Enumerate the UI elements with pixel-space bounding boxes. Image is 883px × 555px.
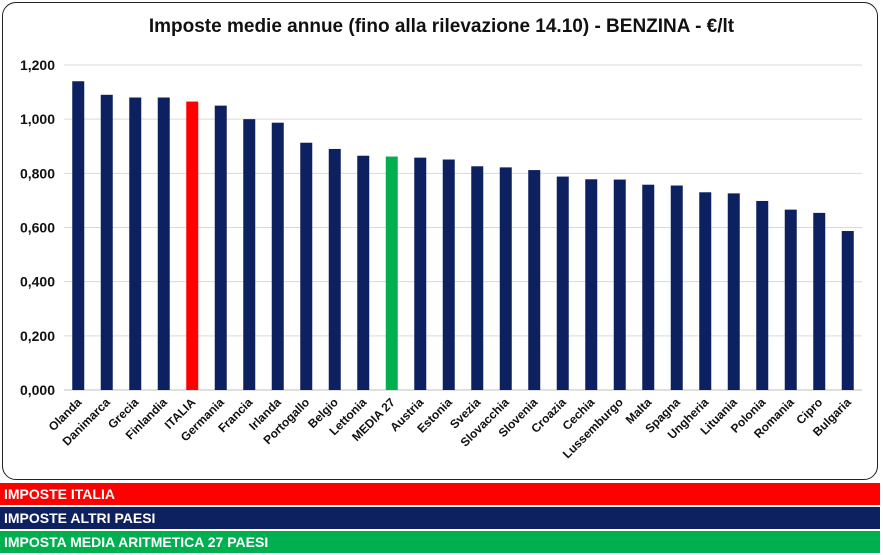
bar-slovenia (528, 170, 541, 390)
bar-grecia (129, 97, 142, 390)
legend-italia-label: IMPOSTE ITALIA (4, 486, 115, 502)
bar-estonia (442, 159, 455, 390)
bar-media-27 (385, 156, 398, 390)
bar-chart: 0,0000,2000,4000,6000,8001,0001,200Oland… (20, 57, 862, 461)
bar-finlandia (157, 97, 170, 390)
bar-lussemburgo (613, 179, 626, 390)
bar-croazia (556, 176, 569, 390)
legend-altri-paesi: IMPOSTE ALTRI PAESI (0, 507, 880, 529)
bar-portogallo (300, 142, 313, 390)
bar-lettonia (357, 155, 370, 390)
legend-media-27: IMPOSTA MEDIA ARITMETICA 27 PAESI (0, 531, 880, 553)
bar-romania (784, 209, 797, 390)
bar-lituania (727, 193, 740, 390)
bar-danimarca (100, 94, 113, 391)
legend-media-27-label: IMPOSTA MEDIA ARITMETICA 27 PAESI (4, 534, 269, 550)
bar-ungheria (699, 192, 712, 390)
bar-austria (414, 157, 427, 390)
bar-germania (214, 105, 227, 390)
legend-italia: IMPOSTE ITALIA (0, 483, 880, 505)
y-tick-label: 1,200 (20, 57, 55, 73)
y-tick-label: 0,800 (20, 165, 55, 181)
bar-irlanda (271, 122, 284, 390)
legend-altri-paesi-label: IMPOSTE ALTRI PAESI (4, 510, 156, 526)
y-tick-label: 1,000 (20, 111, 55, 127)
bar-cechia (585, 179, 598, 390)
bar-olanda (72, 81, 85, 390)
bar-belgio (328, 148, 341, 390)
y-tick-label: 0,200 (20, 328, 55, 344)
y-tick-label: 0,000 (20, 382, 55, 398)
bar-polonia (756, 200, 769, 390)
bar-cipro (813, 212, 826, 390)
bar-bulgaria (841, 231, 854, 390)
bar-francia (243, 119, 256, 391)
bar-italia (186, 101, 199, 390)
y-tick-label: 0,400 (20, 274, 55, 290)
chart-title: Imposte medie annue (fino alla rilevazio… (148, 16, 735, 37)
y-tick-label: 0,600 (20, 220, 55, 236)
bar-spagna (670, 185, 683, 390)
bar-slovacchia (499, 167, 512, 390)
bar-svezia (471, 166, 484, 390)
bar-malta (642, 184, 655, 390)
